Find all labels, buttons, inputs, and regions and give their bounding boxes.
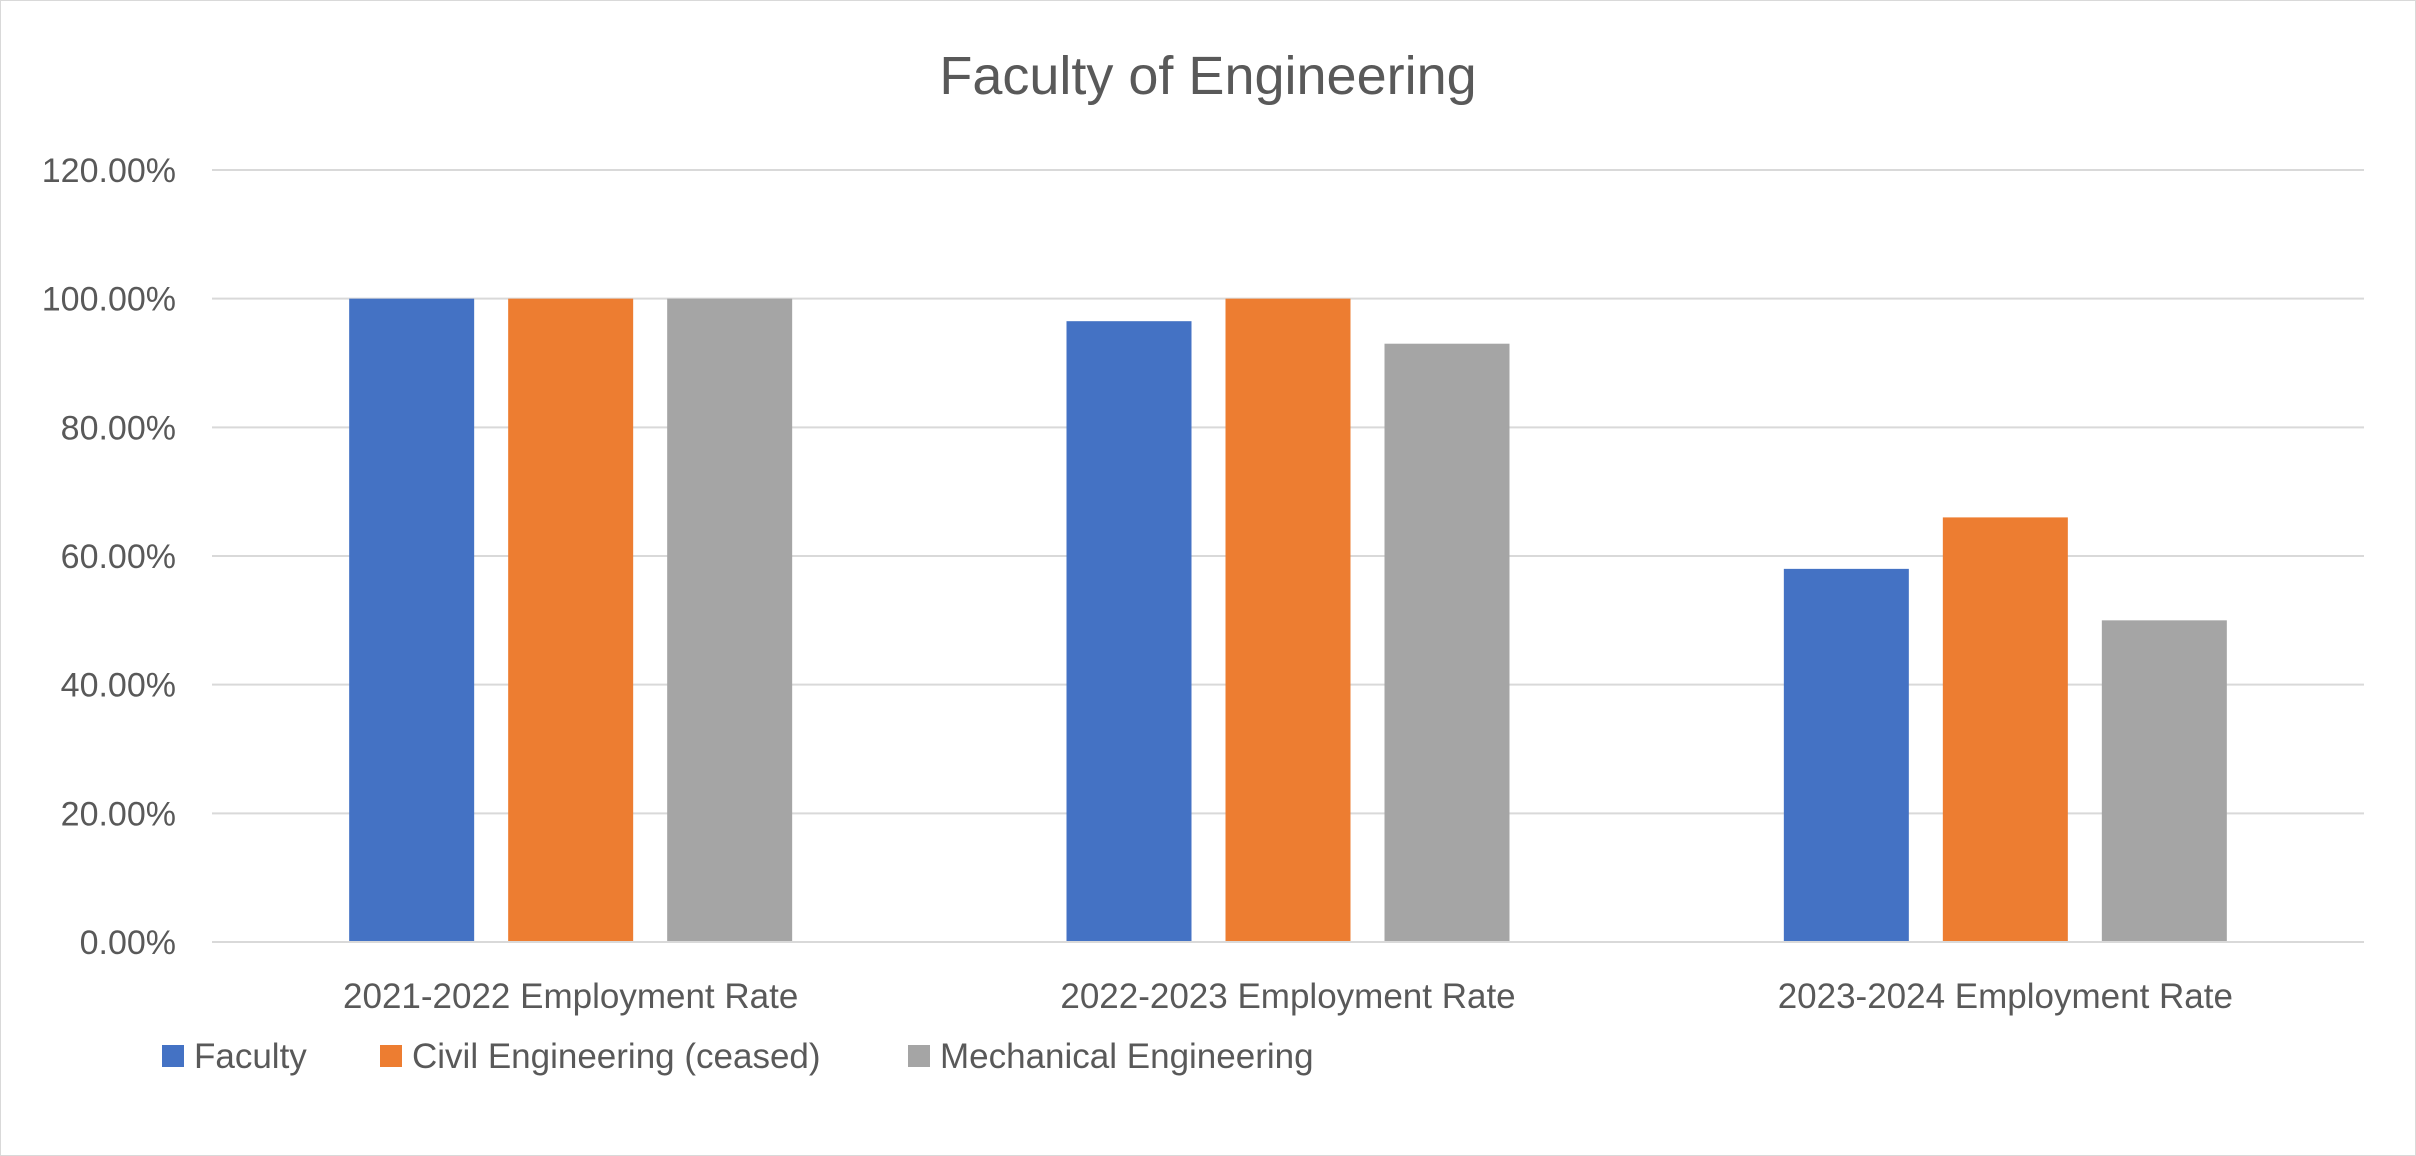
bar xyxy=(1783,568,1909,942)
x-tick-label: 2022-2023 Employment Rate xyxy=(1060,977,1515,1016)
x-axis: 2021-2022 Employment Rate 2022-2023 Emplo… xyxy=(212,941,2364,1016)
legend-swatch xyxy=(908,1045,930,1067)
legend: Faculty Civil Engineering (ceased) Mechani… xyxy=(162,1037,1314,1076)
legend-label: Mechanical Engineering xyxy=(940,1037,1314,1076)
bar xyxy=(1384,343,1510,942)
y-tick-label: 40.00% xyxy=(61,667,176,705)
bar xyxy=(667,298,793,943)
y-tick-label: 0.00% xyxy=(80,924,176,962)
bar xyxy=(349,298,475,943)
y-tick-label: 80.00% xyxy=(61,409,176,447)
y-tick-label: 100.00% xyxy=(42,281,176,319)
bar xyxy=(1942,517,2068,942)
legend-label: Faculty xyxy=(194,1037,307,1076)
bar xyxy=(1225,298,1351,943)
y-tick-label: 60.00% xyxy=(61,538,176,576)
bar xyxy=(1066,321,1192,942)
x-tick-label: 2021-2022 Employment Rate xyxy=(343,977,798,1016)
legend-swatch xyxy=(162,1045,184,1067)
legend-label: Civil Engineering (ceased) xyxy=(412,1037,821,1076)
bar xyxy=(2101,620,2227,942)
y-tick-label: 120.00% xyxy=(42,152,176,190)
x-tick-label: 2023-2024 Employment Rate xyxy=(1778,977,2233,1016)
bars xyxy=(349,298,2227,943)
legend-swatch xyxy=(380,1045,402,1067)
chart-title: Faculty of Engineering xyxy=(939,46,1476,106)
y-axis-ticks: 0.00% 20.00% 40.00% 60.00% 80.00% 100.00% 120.… xyxy=(42,152,176,962)
y-tick-label: 20.00% xyxy=(61,795,176,833)
bar xyxy=(508,298,634,943)
